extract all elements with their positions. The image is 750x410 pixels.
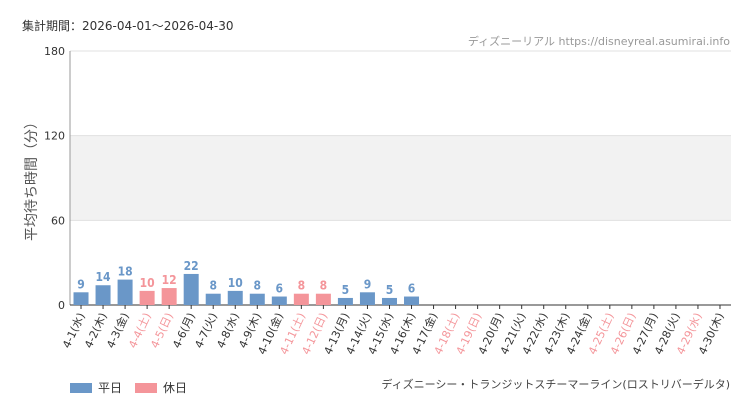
bar — [404, 296, 420, 305]
site-credit: ディズニーリアル https://disneyreal.asumirai.inf… — [467, 35, 730, 48]
bar — [271, 296, 287, 305]
data-label: 8 — [209, 279, 217, 293]
data-label: 10 — [228, 276, 243, 290]
y-tick-label: 120 — [44, 130, 65, 143]
data-label: 14 — [96, 270, 112, 284]
data-label: 6 — [408, 282, 416, 296]
shaded-band — [70, 135, 731, 221]
legend-holiday-swatch — [135, 382, 157, 393]
bar — [227, 290, 243, 305]
legend-weekday-swatch — [70, 382, 92, 393]
data-label: 8 — [320, 279, 328, 293]
legend-holiday-label: 休日 — [163, 381, 188, 395]
data-label: 9 — [364, 277, 372, 291]
legend-weekday-label: 平日 — [98, 381, 123, 395]
legend-weekday: 平日 — [70, 379, 122, 396]
data-label: 10 — [140, 276, 155, 290]
legend-holiday: 休日 — [135, 379, 187, 396]
attraction-name: ディズニーシー・トランジットスチーマーライン(ロストリバーデルタ) — [381, 378, 730, 391]
bar — [95, 285, 111, 305]
data-label: 8 — [298, 279, 306, 293]
data-label: 5 — [342, 283, 350, 297]
bar — [205, 293, 221, 305]
data-label: 22 — [184, 259, 199, 273]
bar — [117, 279, 133, 305]
data-label: 5 — [386, 283, 394, 297]
y-tick-label: 60 — [51, 214, 65, 227]
y-tick-label: 0 — [58, 299, 65, 312]
bar — [315, 293, 331, 305]
y-tick-label: 180 — [44, 45, 65, 58]
bar — [293, 293, 309, 305]
data-label: 6 — [276, 282, 284, 296]
data-label: 18 — [118, 265, 133, 279]
bar — [161, 288, 177, 305]
bar — [381, 297, 397, 305]
y-axis-label: 平均待ち時間（分） — [24, 115, 40, 241]
data-label: 9 — [77, 277, 85, 291]
bar — [183, 273, 199, 305]
data-label: 8 — [254, 279, 262, 293]
period-label: 集計期間：2026-04-01〜2026-04-30 — [22, 19, 234, 33]
data-label: 12 — [162, 273, 177, 287]
bar — [359, 292, 375, 305]
bar — [337, 297, 353, 305]
bar — [73, 292, 89, 305]
bar — [139, 290, 155, 305]
bar — [249, 293, 265, 305]
